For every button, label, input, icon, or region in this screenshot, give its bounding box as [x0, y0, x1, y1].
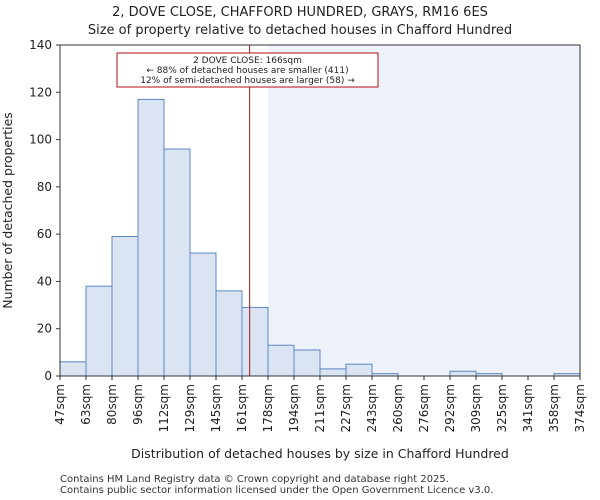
y-tick-label: 140 [29, 38, 52, 52]
footer-licence: Contains public sector information licen… [60, 485, 494, 496]
larger-region-shade [268, 45, 580, 376]
histogram-bar [241, 306, 269, 377]
y-tick-label: 80 [37, 180, 52, 194]
footer-attribution: Contains HM Land Registry data © Crown c… [60, 474, 493, 496]
x-axis-label: Distribution of detached houses by size … [131, 446, 509, 461]
x-tick-label: 47sqm [53, 384, 67, 425]
x-tick-label: 374sqm [573, 384, 587, 432]
histogram-bar [85, 285, 113, 377]
histogram-bar [293, 349, 321, 377]
x-tick-label: 276sqm [417, 384, 431, 432]
x-tick-label: 112sqm [157, 384, 171, 432]
y-tick-label: 0 [44, 369, 52, 383]
title-address: 2, DOVE CLOSE, CHAFFORD HUNDRED, GRAYS, … [112, 5, 488, 20]
y-tick-label: 60 [37, 227, 52, 241]
y-tick-label: 40 [37, 274, 52, 288]
histogram-bar [189, 252, 217, 377]
x-tick-label: 194sqm [287, 384, 301, 432]
x-tick-label: 292sqm [443, 384, 457, 432]
annotation-box [116, 52, 379, 88]
histogram-bar [215, 290, 243, 377]
x-tick-label: 227sqm [339, 384, 353, 432]
y-tick-label: 100 [29, 133, 52, 147]
x-tick-label: 96sqm [131, 384, 145, 425]
x-tick-label: 129sqm [183, 384, 197, 432]
x-tick-label: 243sqm [365, 384, 379, 432]
histogram-bar [267, 344, 295, 377]
histogram-bar [163, 148, 191, 377]
x-tick-label: 211sqm [313, 384, 327, 432]
x-tick-label: 325sqm [495, 384, 509, 432]
y-tick-label: 120 [29, 85, 52, 99]
x-tick-label: 309sqm [469, 384, 483, 432]
histogram-bar [345, 363, 373, 377]
footer-copyright: Contains HM Land Registry data © Crown c… [60, 474, 449, 485]
histogram-bar [319, 368, 347, 377]
x-tick-label: 341sqm [521, 384, 535, 432]
histogram-bar [111, 236, 139, 377]
histogram-bar [137, 98, 165, 377]
x-tick-label: 358sqm [547, 384, 561, 432]
y-axis-label: Number of detached properties [0, 112, 15, 309]
x-tick-label: 80sqm [105, 384, 119, 425]
histogram-bar [59, 361, 87, 377]
x-tick-label: 161sqm [235, 384, 249, 432]
title-subtitle: Size of property relative to detached ho… [87, 23, 513, 38]
chart-title: 2, DOVE CLOSE, CHAFFORD HUNDRED, GRAYS, … [0, 4, 600, 40]
annotation-smaller: ← 88% of detached houses are smaller (41… [146, 66, 348, 76]
x-tick-label: 63sqm [79, 384, 93, 425]
y-tick-label: 20 [37, 322, 52, 336]
annotation-title: 2 DOVE CLOSE: 166sqm [193, 56, 302, 66]
x-tick-label: 145sqm [209, 384, 223, 432]
x-tick-label: 260sqm [391, 384, 405, 432]
annotation-larger: 12% of semi-detached houses are larger (… [140, 76, 355, 86]
histogram-bar [449, 370, 477, 377]
x-tick-label: 178sqm [261, 384, 275, 432]
